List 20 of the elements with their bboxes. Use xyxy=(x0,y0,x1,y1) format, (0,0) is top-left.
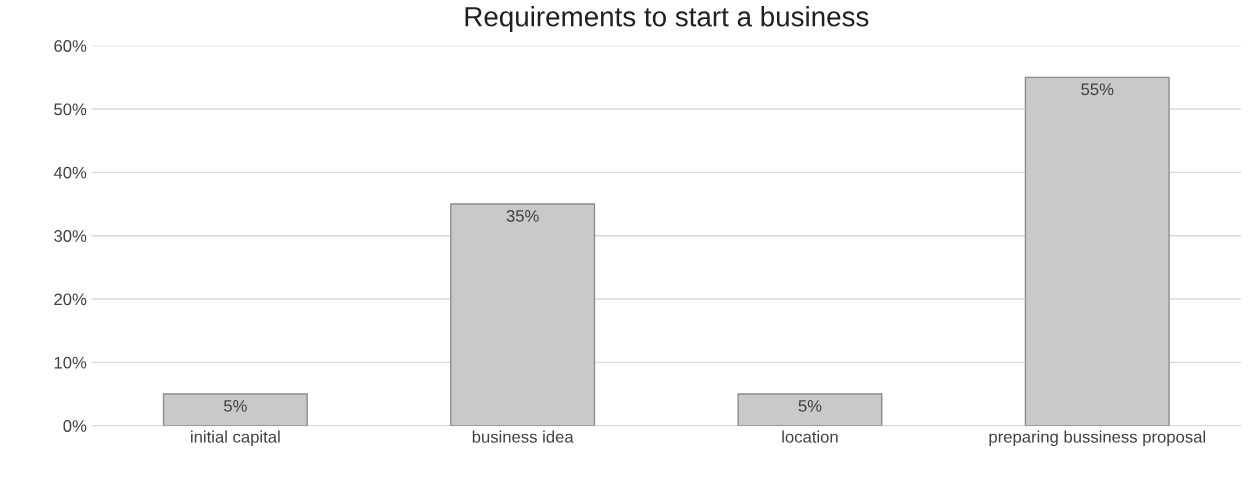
bar xyxy=(1024,76,1170,426)
data-label: 5% xyxy=(223,400,247,412)
data-label: 55% xyxy=(1081,83,1114,96)
y-tick-label: 50% xyxy=(54,103,87,116)
bar xyxy=(737,393,883,426)
y-tick-label: 40% xyxy=(53,166,87,179)
y-tick-label: 60% xyxy=(54,40,87,52)
x-tick-label: initial capital xyxy=(191,430,280,447)
bar xyxy=(162,393,308,426)
y-tick-label: 0% xyxy=(63,420,87,432)
x-tick-label: location xyxy=(782,430,838,443)
chart-title: Requirements to start a business xyxy=(465,6,869,33)
bar xyxy=(450,203,596,426)
x-tick-label: preparing bussiness proposal xyxy=(989,430,1206,447)
y-tick-label: 10% xyxy=(54,356,87,369)
y-tick-label: 20% xyxy=(54,293,87,306)
data-label: 35% xyxy=(506,210,539,222)
x-tick-label: business idea xyxy=(472,430,574,443)
data-label: 5% xyxy=(798,400,822,412)
y-tick-label: 30% xyxy=(54,230,87,242)
